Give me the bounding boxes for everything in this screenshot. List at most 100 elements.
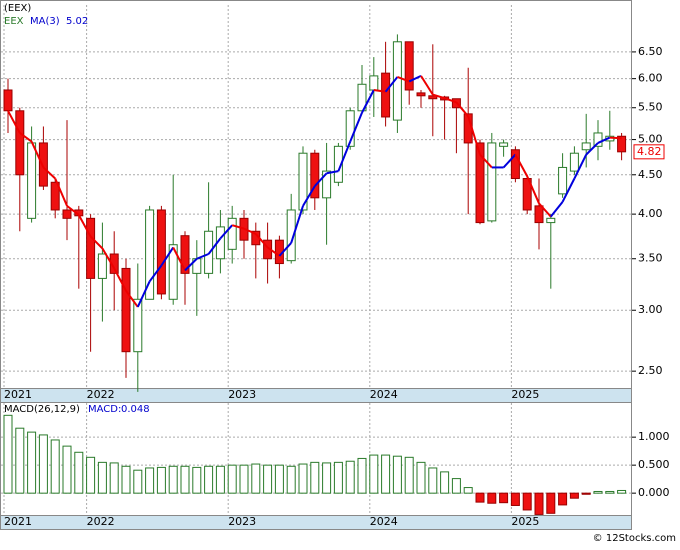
candle-body	[310, 152, 320, 199]
macd-legend-label: MACD:	[88, 404, 121, 415]
ma-segment	[609, 136, 622, 140]
x-tick-label: 2023	[228, 515, 256, 528]
candle-body	[487, 142, 497, 222]
candle-body	[156, 209, 166, 295]
bar	[168, 465, 178, 494]
candle-body	[86, 217, 96, 279]
y-tick-label: 3.50	[638, 252, 663, 265]
ma-segment	[184, 258, 198, 272]
ma-segment	[397, 76, 410, 83]
y-tick-label: 0.500	[638, 458, 670, 471]
bar	[569, 492, 579, 499]
ma-segment	[207, 237, 222, 255]
y-tick-label: 2.50	[638, 364, 663, 377]
price-tag-label: 4.82	[637, 145, 662, 158]
bar	[322, 462, 332, 494]
bar	[156, 466, 166, 494]
x-axis-band	[0, 515, 632, 530]
ma-segment	[514, 154, 529, 177]
x-tick-label: 2024	[370, 388, 398, 401]
x-tick-label: 2021	[4, 515, 32, 528]
candle-body	[510, 149, 520, 180]
bar	[204, 465, 214, 494]
candle-body	[381, 72, 391, 118]
candle-body	[499, 142, 509, 147]
footer: © 12Stocks.com	[593, 533, 676, 544]
ma-segment	[585, 142, 599, 156]
ma-segment	[467, 116, 481, 155]
ma-segment	[538, 202, 552, 218]
candle-body	[62, 209, 72, 219]
bar	[86, 456, 96, 494]
bar	[345, 460, 355, 494]
x-tick-label: 2023	[228, 388, 256, 401]
ma-segment	[455, 101, 469, 117]
candle-body	[27, 142, 37, 219]
ma-segment	[550, 201, 564, 218]
bar	[310, 461, 320, 494]
bar	[38, 434, 48, 494]
ma-segment	[432, 93, 445, 100]
candle-body	[298, 152, 308, 211]
ma-segment	[148, 264, 163, 283]
ma-segment	[337, 141, 352, 172]
ma-segment	[597, 136, 611, 144]
bar	[286, 465, 296, 494]
y-tick-label: 0.000	[638, 486, 670, 499]
ma-segment	[373, 88, 386, 93]
bar	[180, 465, 190, 494]
ma-segment	[361, 89, 375, 114]
candle-body	[3, 89, 13, 112]
candle-body	[617, 135, 627, 153]
macd-legend-value: 0.048	[121, 404, 150, 415]
bar	[381, 454, 391, 494]
ma-segment	[444, 97, 457, 104]
bar	[522, 492, 532, 511]
bar	[581, 492, 591, 495]
bar	[428, 467, 438, 494]
ma-segment	[113, 267, 127, 292]
bar	[333, 461, 343, 494]
candle-body	[227, 217, 237, 250]
ma-segment	[77, 214, 92, 238]
ma-segment	[42, 166, 56, 180]
x-tick-label: 2025	[511, 388, 539, 401]
ma-segment	[172, 247, 186, 271]
bar	[274, 464, 284, 494]
ma-segment	[7, 110, 21, 134]
bar	[487, 492, 497, 504]
y-tick-label: 1.000	[638, 430, 670, 443]
bar	[3, 414, 13, 494]
bar	[546, 492, 556, 514]
ma-segment	[231, 224, 245, 230]
bar	[440, 471, 450, 494]
ma-segment	[255, 233, 269, 249]
legend-ticker: EEX	[4, 16, 24, 27]
bar	[15, 427, 25, 494]
ma-segment	[54, 178, 68, 207]
candle-body	[133, 298, 143, 353]
bar	[510, 492, 520, 506]
y-tick-label: 3.00	[638, 303, 663, 316]
legend-ma: MA(3)	[30, 16, 60, 27]
ma-segment	[408, 74, 422, 83]
bar	[463, 487, 473, 494]
ma-segment	[278, 242, 292, 257]
ma-segment	[267, 246, 280, 257]
macd-legend: MACD(26,12,9)	[4, 404, 80, 415]
ma-segment	[66, 205, 80, 216]
ma-segment	[290, 205, 304, 244]
ma-segment	[136, 281, 151, 308]
candle-body	[145, 209, 155, 300]
ma-segment	[89, 235, 104, 250]
candle-body	[204, 230, 214, 274]
bar	[558, 492, 568, 506]
candle-body	[404, 41, 414, 91]
marks: 2.50 3.00 3.50 4.00 4.50 5.00 5.50 6.00 6.50 2021…	[3, 34, 670, 528]
bar	[593, 490, 603, 494]
candle-body	[109, 253, 119, 274]
candle-body	[569, 152, 579, 172]
bar	[404, 456, 414, 494]
x-tick-label: 2021	[4, 388, 32, 401]
bar	[109, 462, 119, 494]
